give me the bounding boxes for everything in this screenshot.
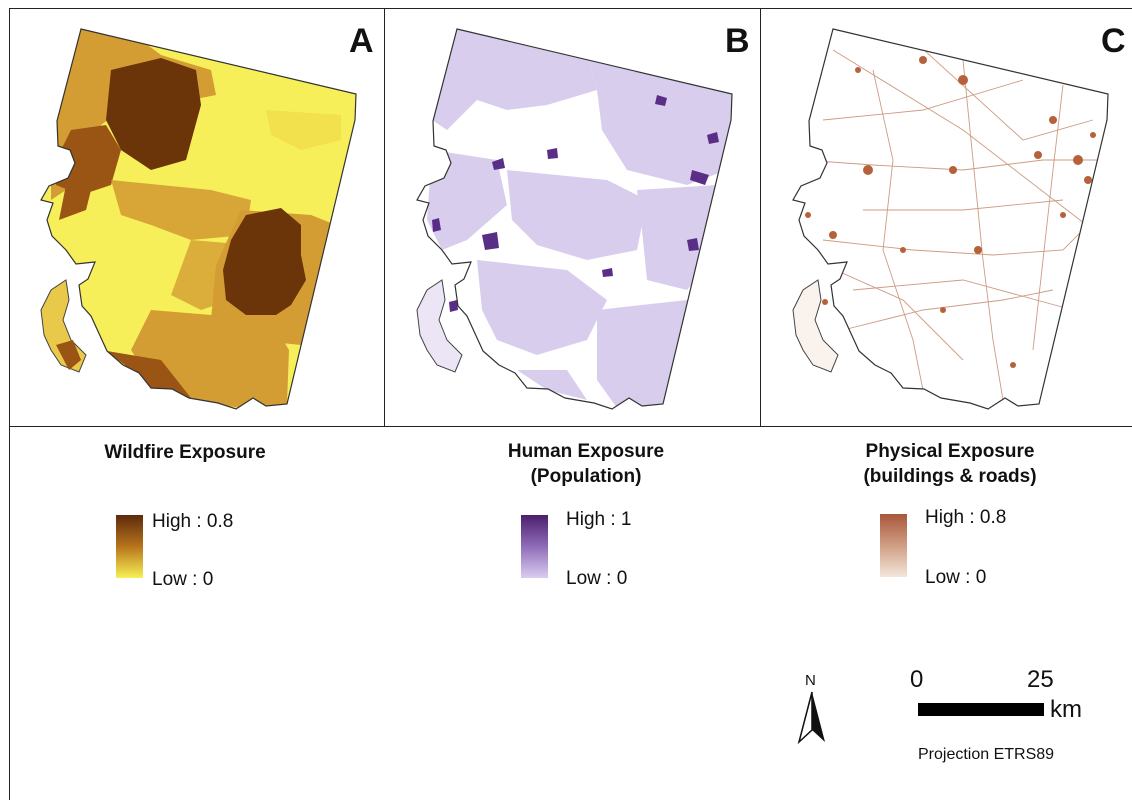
legend-high-physical: High : 0.8 xyxy=(925,507,1007,528)
figure-frame xyxy=(9,8,1132,800)
panel-divider-bc xyxy=(760,8,761,427)
panel-divider-horizontal xyxy=(9,426,1132,427)
legend-low-human: Low : 0 xyxy=(566,568,628,589)
legend-ramp-human xyxy=(521,515,548,578)
legend-title-human-line1: Human Exposure xyxy=(507,441,665,462)
legend-title-human: Human Exposure (Population) xyxy=(456,439,716,489)
human-exposure-map xyxy=(416,28,733,410)
legend-title-physical: Physical Exposure (buildings & roads) xyxy=(815,439,1085,489)
panel-label-c: C xyxy=(1101,22,1126,60)
legend-ramp-wildfire xyxy=(116,515,143,578)
physical-exposure-map xyxy=(792,28,1109,410)
legend-ramp-physical xyxy=(880,514,907,577)
north-arrow-letter: N xyxy=(805,672,816,689)
legend-low-wildfire: Low : 0 xyxy=(152,569,214,590)
legend-title-physical-line1: Physical Exposure xyxy=(865,441,1035,462)
panel-divider-ab xyxy=(384,8,385,427)
scale-bar xyxy=(918,703,1044,716)
map-panel-wildfire: A xyxy=(11,10,383,424)
panel-label-a: A xyxy=(349,22,374,60)
scale-start: 0 xyxy=(910,666,924,693)
scale-end: 25 xyxy=(1027,666,1054,693)
scale-unit: km xyxy=(1050,696,1082,723)
legend-high-human: High : 1 xyxy=(566,509,632,530)
legend-high-wildfire: High : 0.8 xyxy=(152,511,234,532)
legend-title-physical-line2: (buildings & roads) xyxy=(863,466,1037,487)
map-panel-physical: C xyxy=(763,10,1132,424)
wildfire-map xyxy=(40,28,357,410)
legend-low-physical: Low : 0 xyxy=(925,567,987,588)
panel-label-b: B xyxy=(725,22,750,60)
legend-title-wildfire: Wildfire Exposure xyxy=(104,442,266,463)
projection-label: Projection ETRS89 xyxy=(918,746,1055,763)
legend-title-human-line2: (Population) xyxy=(530,466,642,487)
north-arrow-icon xyxy=(797,691,825,745)
map-panel-human: B xyxy=(387,10,759,424)
